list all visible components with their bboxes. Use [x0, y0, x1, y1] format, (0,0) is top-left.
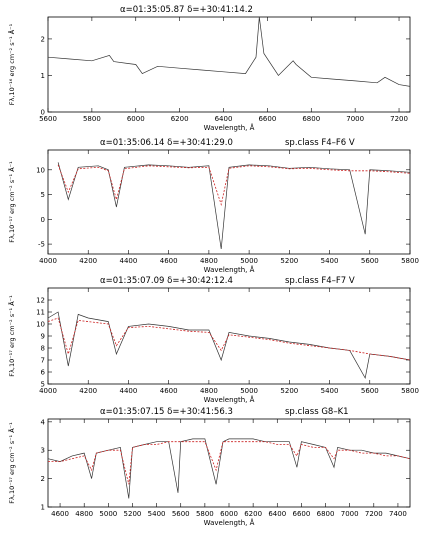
- panel-3-xtick-label: 4000: [39, 387, 57, 395]
- panel-1-xtick-label: 6400: [215, 115, 233, 123]
- panel-3-ytick-label: 11: [36, 309, 45, 317]
- panel-3-ytick-label: 7: [41, 357, 45, 365]
- panel-3-frame: [47, 287, 411, 385]
- panel-4-xtick-label: 6800: [317, 510, 335, 518]
- panel-4-xtick-label: 5600: [172, 510, 190, 518]
- panel-4-xtick-label: 4800: [75, 510, 93, 518]
- panel-2-series-1-line: [57, 162, 411, 250]
- panel-4-ytick-label: 4: [41, 418, 46, 426]
- panel-1-title: α=01:35:05.87 δ=+30:41:14.2: [120, 5, 253, 15]
- panel-2-xtick-label: 5400: [321, 257, 339, 265]
- panel-4-xtick-label: 7200: [365, 510, 383, 518]
- panel-3-ylabel: Fλ,10⁻¹⁷ erg cm⁻² s⁻¹ Å⁻¹: [7, 295, 16, 377]
- panel-4-title: α=01:35:07.15 δ=+30:41:56.3: [100, 407, 233, 417]
- panel-1-xtick-label: 6000: [127, 115, 145, 123]
- panel-2-xtick-label: 5600: [361, 257, 379, 265]
- panel-3-xtick-label: 5000: [240, 387, 258, 395]
- panel-1-ytick-label: 2: [41, 35, 45, 43]
- panel-2-xtick-label: 4400: [120, 257, 138, 265]
- panel-3-xlabel: Wavelength, Å: [204, 395, 255, 404]
- panel-4-spectral-class: sp.class G8–K1: [285, 407, 349, 417]
- panel-4-xtick-label: 5000: [99, 510, 117, 518]
- panel-3-ytick-label: 10: [36, 321, 45, 329]
- panel-2-xtick-label: 5000: [240, 257, 258, 265]
- panel-3-ytick-label: 6: [41, 369, 46, 377]
- panel-2-xtick-label: 4800: [200, 257, 218, 265]
- panel-4-xlabel: Wavelength, Å: [204, 518, 255, 527]
- panel-4-ytick-label: 3: [41, 447, 45, 455]
- panel-2-ytick-label: 10: [36, 166, 45, 174]
- panel-1-series-1-line: [47, 16, 411, 87]
- panel-2: [47, 149, 411, 255]
- panel-4-xtick-label: 6400: [268, 510, 286, 518]
- panel-4-xtick-label: 6000: [220, 510, 238, 518]
- panel-3-ytick-label: 8: [41, 345, 45, 353]
- panel-4-xtick-label: 4600: [51, 510, 69, 518]
- panel-2-ytick-label: 5: [41, 191, 45, 199]
- panel-4-xtick-label: 6200: [244, 510, 262, 518]
- panel-3-xtick-label: 5200: [280, 387, 298, 395]
- panel-2-ytick-label: 0: [41, 216, 45, 224]
- panel-1-ylabel: Fλ,10⁻¹⁶ erg cm⁻² s⁻¹ Å⁻¹: [7, 23, 16, 105]
- panel-3-title: α=01:35:07.09 δ=+30:42:12.4: [100, 276, 233, 286]
- panel-2-xtick-label: 5800: [401, 257, 419, 265]
- panel-3-ytick-label: 5: [41, 381, 45, 389]
- panel-3-xtick-label: 4800: [200, 387, 218, 395]
- panel-1-xtick-label: 6200: [171, 115, 189, 123]
- panel-3-ytick-label: 9: [41, 333, 45, 341]
- panel-2-xtick-label: 4000: [39, 257, 57, 265]
- panel-3-spectral-class: sp.class F4–F7 V: [285, 276, 355, 286]
- panel-1-xtick-label: 5600: [39, 115, 57, 123]
- panel-4-xtick-label: 5200: [124, 510, 142, 518]
- panel-2-ylabel: Fλ,10⁻¹⁷ erg cm⁻² s⁻¹ Å⁻¹: [7, 161, 16, 243]
- panel-3-series-2-line: [47, 317, 411, 361]
- panel-4-xtick-label: 7000: [341, 510, 359, 518]
- panel-2-spectral-class: sp.class F4–F6 V: [285, 138, 355, 148]
- panel-2-xtick-label: 4200: [79, 257, 97, 265]
- panel-2-ytick-label: -5: [38, 241, 45, 249]
- panel-3-xtick-label: 5400: [321, 387, 339, 395]
- panel-3-ytick-label: 12: [36, 297, 45, 305]
- panel-1-xtick-label: 7200: [390, 115, 408, 123]
- panel-3-xtick-label: 5800: [401, 387, 419, 395]
- panel-4-series-1-line: [47, 438, 411, 499]
- panel-4: [47, 418, 411, 508]
- panel-4-ytick-label: 1: [41, 504, 45, 512]
- panel-3-series-1-line: [47, 311, 411, 380]
- panel-1-xtick-label: 7000: [346, 115, 364, 123]
- panel-3-xtick-label: 4200: [79, 387, 97, 395]
- panel-3-xtick-label: 4600: [160, 387, 178, 395]
- panel-3-xtick-label: 4400: [120, 387, 138, 395]
- panel-4-xtick-label: 5400: [148, 510, 166, 518]
- panel-2-xtick-label: 4600: [160, 257, 178, 265]
- panel-4-xtick-label: 5800: [196, 510, 214, 518]
- panel-1-xlabel: Wavelength, Å: [204, 123, 255, 132]
- panel-1-xtick-label: 6600: [258, 115, 276, 123]
- panel-1-ytick-label: 1: [41, 72, 45, 80]
- panel-1-ytick-label: 0: [41, 109, 45, 117]
- panel-1-xtick-label: 5800: [83, 115, 101, 123]
- panel-2-series-2-line: [57, 164, 411, 207]
- panel-2-title: α=01:35:06.14 δ=+30:41:29.0: [100, 138, 233, 148]
- panel-4-ytick-label: 2: [41, 475, 45, 483]
- panel-1-xtick-label: 6800: [302, 115, 320, 123]
- panel-1-frame: [47, 16, 411, 113]
- panel-2-xtick-label: 5200: [280, 257, 298, 265]
- panel-4-frame: [47, 418, 411, 508]
- panel-4-series-2-line: [48, 441, 411, 485]
- panel-4-xtick-label: 7400: [389, 510, 407, 518]
- panel-1: [47, 16, 411, 113]
- panel-4-ylabel: Fλ,10⁻¹⁷ erg cm⁻² s⁻¹ Å⁻¹: [7, 422, 16, 504]
- panel-2-xlabel: Wavelength, Å: [204, 265, 255, 274]
- panel-3: [47, 287, 411, 385]
- panel-3-xtick-label: 5600: [361, 387, 379, 395]
- panel-4-xtick-label: 6600: [292, 510, 310, 518]
- panel-2-frame: [47, 149, 411, 255]
